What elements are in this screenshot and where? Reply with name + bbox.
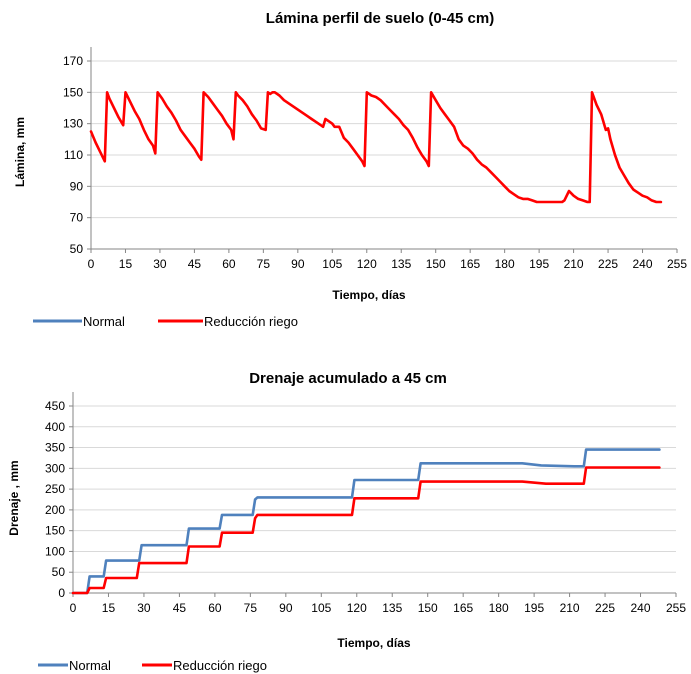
x-axis-label: Tiempo, días (332, 288, 405, 302)
y-tick-label: 200 (45, 503, 65, 517)
y-tick-label: 130 (63, 117, 83, 131)
y-tick-label: 50 (52, 565, 66, 579)
x-tick-label: 30 (153, 257, 167, 271)
y-tick-label: 350 (45, 441, 65, 455)
legend-label-reduccion: Reducción riego (173, 658, 267, 673)
chart-title: Drenaje acumulado a 45 cm (249, 370, 447, 387)
x-tick-label: 210 (560, 601, 580, 615)
x-tick-label: 0 (88, 257, 95, 271)
x-tick-label: 165 (460, 257, 480, 271)
x-tick-label: 75 (244, 601, 258, 615)
x-tick-label: 60 (208, 601, 222, 615)
series-line-reduccion-riego (71, 466, 661, 595)
y-axis-label: Drenaje , mm (7, 460, 21, 535)
y-tick-label: 150 (45, 524, 65, 538)
y-tick-label: 50 (70, 242, 84, 256)
y-tick-label: 300 (45, 461, 65, 475)
y-tick-label: 70 (70, 211, 84, 225)
x-tick-label: 30 (137, 601, 151, 615)
y-tick-label: 400 (45, 420, 65, 434)
x-tick-label: 255 (666, 601, 686, 615)
x-tick-label: 45 (188, 257, 202, 271)
x-tick-label: 240 (631, 601, 651, 615)
x-tick-label: 210 (564, 257, 584, 271)
x-tick-label: 165 (453, 601, 473, 615)
x-tick-label: 15 (119, 257, 133, 271)
x-tick-label: 15 (102, 601, 116, 615)
x-tick-label: 195 (529, 257, 549, 271)
y-tick-label: 170 (63, 54, 83, 68)
y-tick-label: 0 (58, 586, 65, 600)
legend-label-reduccion: Reducción riego (204, 314, 298, 329)
x-tick-label: 240 (633, 257, 653, 271)
plot-area: 0 50 100 150 200 250 300 350 400 450 0 15 30 45 60 75 90… (45, 392, 686, 615)
x-tick-label: 120 (347, 601, 367, 615)
x-tick-label: 135 (382, 601, 402, 615)
chart-drenaje: Drenaje acumulado a 45 cm 05010015020025… (7, 370, 686, 673)
x-tick-label: 150 (418, 601, 438, 615)
legend: Normal Reducción riego (38, 658, 267, 673)
x-tick-label: 0 (70, 601, 77, 615)
y-tick-label: 450 (45, 399, 65, 413)
x-tick-label: 75 (257, 257, 271, 271)
x-tick-label: 60 (222, 257, 236, 271)
x-tick-label: 45 (173, 601, 187, 615)
x-tick-label: 180 (495, 257, 515, 271)
x-tick-label: 90 (279, 601, 293, 615)
x-tick-label: 225 (598, 257, 618, 271)
x-axis-label: Tiempo, días (337, 636, 410, 650)
x-tick-label: 135 (391, 257, 411, 271)
legend: Normal Reducción riego (33, 314, 298, 329)
y-tick-label: 100 (45, 544, 65, 558)
x-tick-label: 90 (291, 257, 305, 271)
series-line-normal (71, 448, 661, 595)
legend-label-normal: Normal (83, 314, 125, 329)
chart-title: Lámina perfil de suelo (0-45 cm) (266, 10, 494, 27)
chart-lamina: Lámina perfil de suelo (0-45 cm) 50 70 90 1… (13, 10, 687, 329)
x-tick-label: 195 (524, 601, 544, 615)
y-tick-label: 150 (63, 85, 83, 99)
x-tick-label: 105 (322, 257, 342, 271)
x-tick-label: 180 (489, 601, 509, 615)
x-tick-label: 255 (667, 257, 687, 271)
x-tick-label: 120 (357, 257, 377, 271)
y-axis-label: Lámina, mm (13, 117, 27, 187)
x-tick-label: 150 (426, 257, 446, 271)
x-tick-label: 225 (595, 601, 615, 615)
legend-label-normal: Normal (69, 658, 111, 673)
y-tick-label: 250 (45, 482, 65, 496)
plot-area: 50 70 90 110 130 150 170 0 15 30 45 60 75 90 105 120 135… (63, 47, 687, 271)
x-tick-label: 105 (311, 601, 331, 615)
y-tick-label: 90 (70, 179, 84, 193)
y-tick-label: 110 (64, 148, 83, 162)
series-line-reduccion-riego (89, 91, 663, 204)
